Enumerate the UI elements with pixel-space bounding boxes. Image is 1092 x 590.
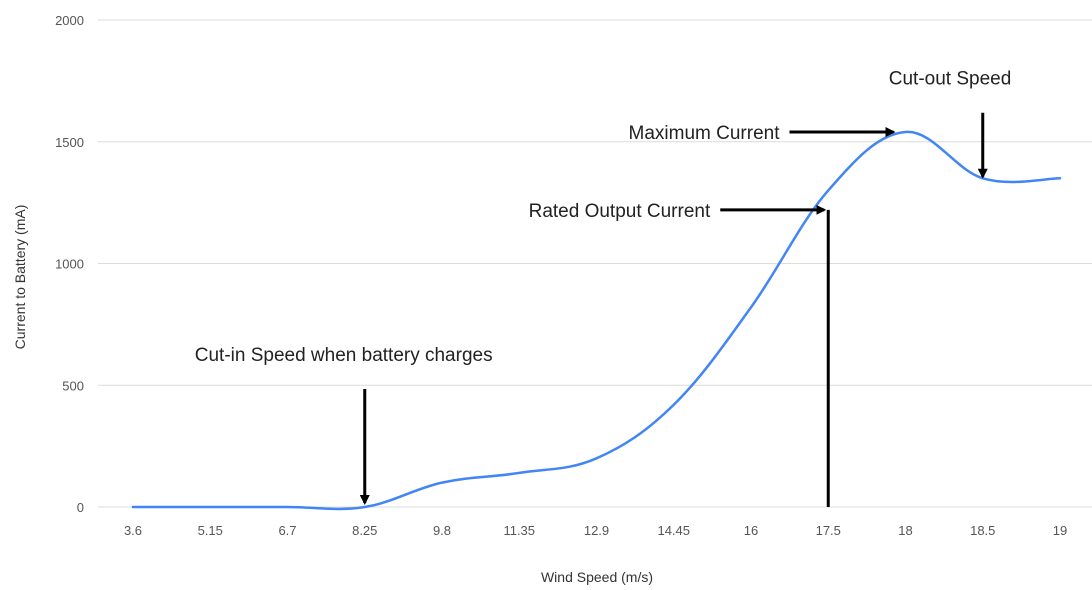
y-axis-ticks: 0 500 1000 1500 2000 bbox=[55, 13, 84, 515]
y-tick-label: 2000 bbox=[55, 13, 84, 28]
x-tick-label: 6.7 bbox=[278, 523, 296, 538]
y-axis-title: Current to Battery (mA) bbox=[12, 205, 28, 350]
x-tick-label: 11.35 bbox=[503, 523, 535, 538]
annotation: Cut-in Speed when battery charges bbox=[195, 345, 493, 505]
x-tick-label: 9.8 bbox=[433, 523, 451, 538]
annotation: Maximum Current bbox=[629, 123, 896, 144]
annotation: Rated Output Current bbox=[529, 201, 830, 507]
annotation-label: Maximum Current bbox=[629, 123, 781, 144]
y-tick-label: 500 bbox=[62, 378, 84, 393]
x-tick-label: 17.5 bbox=[816, 523, 841, 538]
x-tick-label: 18.5 bbox=[970, 523, 995, 538]
annotation: Cut-out Speed bbox=[889, 69, 1012, 179]
annotation-label: Cut-in Speed when battery charges bbox=[195, 345, 493, 366]
y-tick-label: 0 bbox=[77, 500, 84, 515]
x-tick-label: 12.9 bbox=[584, 523, 609, 538]
annotation-label: Rated Output Current bbox=[529, 201, 711, 222]
gridlines bbox=[98, 19, 1092, 508]
annotation-label: Cut-out Speed bbox=[889, 69, 1012, 90]
x-tick-label: 3.6 bbox=[124, 523, 142, 538]
y-tick-label: 1000 bbox=[55, 257, 84, 272]
x-tick-label: 5.15 bbox=[198, 523, 223, 538]
x-tick-label: 19 bbox=[1053, 523, 1067, 538]
annotations-layer: Cut-in Speed when battery charges Rated O… bbox=[195, 69, 1012, 507]
x-tick-label: 14.45 bbox=[657, 523, 690, 538]
x-axis-title: Wind Speed (m/s) bbox=[541, 569, 653, 585]
x-tick-label: 8.25 bbox=[352, 523, 377, 538]
series-line-0 bbox=[131, 130, 1062, 511]
x-axis-ticks: 3.6 5.15 6.7 8.25 9.8 11.35 12.9 14.45 16 17.5 18 1… bbox=[124, 523, 1067, 538]
x-tick-label: 18 bbox=[898, 523, 912, 538]
series-layer bbox=[131, 130, 1062, 511]
x-tick-label: 16 bbox=[744, 523, 758, 538]
y-tick-label: 1500 bbox=[55, 135, 84, 150]
